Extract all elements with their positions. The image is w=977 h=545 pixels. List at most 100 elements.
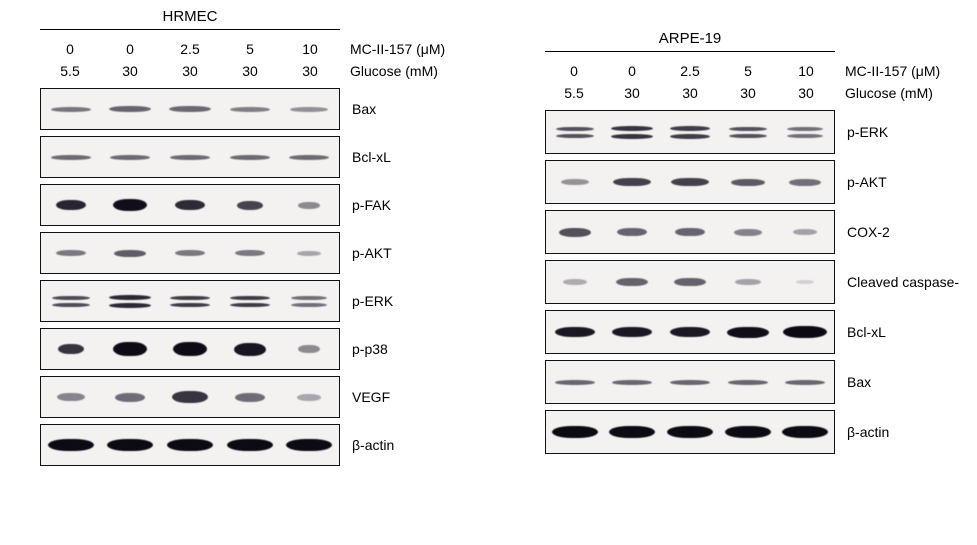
left-condition-value: 2.5 bbox=[160, 41, 220, 57]
band bbox=[734, 229, 762, 236]
right-blot-row: COX-2 bbox=[545, 210, 975, 254]
band bbox=[670, 134, 710, 139]
band bbox=[729, 127, 767, 131]
right-blot-label: p-AKT bbox=[835, 174, 887, 190]
band bbox=[297, 394, 321, 401]
band bbox=[175, 250, 205, 256]
blot-lane bbox=[220, 377, 280, 417]
right-condition-value: 5.5 bbox=[545, 85, 603, 101]
blot-lane bbox=[776, 411, 834, 453]
left-blot-label: Bax bbox=[340, 101, 376, 117]
blot-lane bbox=[661, 361, 719, 403]
blot-lane bbox=[604, 361, 662, 403]
band-doublet bbox=[670, 126, 710, 139]
blot-lane bbox=[41, 377, 101, 417]
blot-lane bbox=[661, 211, 719, 253]
band-doublet bbox=[787, 127, 823, 138]
band bbox=[727, 327, 769, 338]
left-condition-value: 30 bbox=[100, 63, 160, 79]
right-condition-value: 5 bbox=[719, 63, 777, 79]
right-condition-value: 0 bbox=[545, 63, 603, 79]
right-blot-image bbox=[545, 360, 835, 404]
blot-lane bbox=[101, 185, 161, 225]
blot-lane bbox=[279, 329, 339, 369]
band bbox=[113, 342, 147, 356]
band-doublet bbox=[556, 127, 594, 138]
band bbox=[670, 126, 710, 131]
left-blot-image bbox=[40, 232, 340, 274]
band bbox=[297, 251, 321, 256]
band bbox=[57, 393, 85, 401]
band bbox=[109, 106, 151, 112]
band bbox=[175, 200, 205, 210]
blot-lane bbox=[661, 411, 719, 453]
left-condition-value: 30 bbox=[220, 63, 280, 79]
band bbox=[235, 393, 265, 402]
blot-lane bbox=[41, 425, 101, 465]
left-condition-value: 30 bbox=[280, 63, 340, 79]
left-blot-image bbox=[40, 280, 340, 322]
right-blot-label: Bcl-xL bbox=[835, 324, 886, 340]
band bbox=[782, 426, 828, 438]
band bbox=[793, 229, 817, 235]
band bbox=[612, 380, 652, 385]
band-doublet bbox=[52, 296, 90, 307]
blot-lane bbox=[160, 137, 220, 177]
left-title-rule bbox=[40, 29, 340, 30]
left-condition-label: MC-II-157 (μM) bbox=[340, 41, 445, 57]
right-blot-label: Bax bbox=[835, 374, 871, 390]
band bbox=[170, 303, 210, 307]
blot-lane bbox=[719, 311, 777, 353]
band bbox=[110, 155, 150, 160]
left-condition-value: 5 bbox=[220, 41, 280, 57]
left-blot-image bbox=[40, 88, 340, 130]
band bbox=[167, 439, 213, 451]
band bbox=[787, 127, 823, 131]
blot-lane bbox=[279, 281, 339, 321]
blot-lane bbox=[279, 425, 339, 465]
blot-lane bbox=[719, 111, 777, 153]
right-blot-image bbox=[545, 110, 835, 154]
band bbox=[290, 107, 328, 112]
band bbox=[230, 107, 270, 112]
left-title: HRMEC bbox=[40, 8, 340, 25]
band bbox=[563, 279, 587, 285]
band bbox=[58, 344, 84, 354]
left-condition-row: 5.530303030Glucose (mM) bbox=[40, 60, 480, 82]
right-condition-label: Glucose (mM) bbox=[835, 85, 933, 101]
band-doublet bbox=[611, 126, 653, 139]
blot-lane bbox=[220, 281, 280, 321]
band-doublet bbox=[729, 127, 767, 138]
left-blot-row: p-AKT bbox=[40, 232, 480, 274]
band bbox=[785, 380, 825, 385]
band bbox=[670, 327, 710, 337]
blot-lane bbox=[101, 233, 161, 273]
right-blot-image bbox=[545, 410, 835, 454]
band bbox=[556, 127, 594, 131]
right-title: ARPE-19 bbox=[545, 30, 835, 47]
left-blot-label: Bcl-xL bbox=[340, 149, 391, 165]
right-blot-label: Cleaved caspase- bbox=[835, 274, 959, 290]
right-blot-row: β-actin bbox=[545, 410, 975, 454]
blot-lane bbox=[719, 211, 777, 253]
left-condition-row: 002.5510MC-II-157 (μM) bbox=[40, 38, 480, 60]
right-condition-value: 30 bbox=[603, 85, 661, 101]
left-blot-image bbox=[40, 136, 340, 178]
blot-lane bbox=[776, 361, 834, 403]
right-blot-label: β-actin bbox=[835, 424, 889, 440]
band bbox=[671, 178, 709, 186]
blot-lane bbox=[546, 261, 604, 303]
blot-lane bbox=[220, 89, 280, 129]
left-blot-row: β-actin bbox=[40, 424, 480, 466]
left-blot-image bbox=[40, 424, 340, 466]
left-blot-label: p-ERK bbox=[340, 293, 393, 309]
band bbox=[173, 342, 207, 356]
blot-lane bbox=[279, 185, 339, 225]
left-blot-label: p-p38 bbox=[340, 341, 388, 357]
band bbox=[170, 296, 210, 300]
left-blot-label: VEGF bbox=[340, 389, 390, 405]
blot-lane bbox=[546, 411, 604, 453]
left-condition-values: 002.5510 bbox=[40, 41, 340, 57]
band bbox=[613, 178, 651, 186]
band bbox=[670, 380, 710, 385]
